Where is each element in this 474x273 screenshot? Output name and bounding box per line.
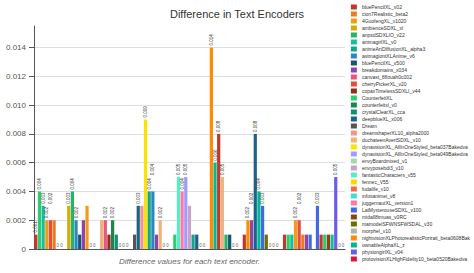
svg-text:0: 0 [163,243,166,248]
svg-text:copaxTimelessSDXLI_v44: copaxTimelessSDXLI_v44 [362,88,421,94]
svg-text:0: 0 [203,243,206,248]
svg-text:0.002: 0.002 [6,216,27,225]
svg-text:0: 0 [338,243,341,248]
svg-text:envyposebdi3_v10: envyposebdi3_v10 [362,165,404,171]
svg-text:0: 0 [269,243,272,248]
svg-text:0.002: 0.002 [103,206,108,218]
svg-text:0.002: 0.002 [110,206,115,218]
svg-text:fudalife_v10: fudalife_v10 [362,186,389,192]
svg-text:0: 0 [22,245,27,254]
svg-text:0: 0 [93,243,96,248]
svg-text:0.004: 0.004 [180,178,185,190]
svg-text:duchateenAvertSDXL_v10: duchateenAvertSDXL_v10 [362,137,421,143]
svg-text:0.005: 0.005 [183,163,188,175]
svg-text:protovisionXLHighFidelity10_be: protovisionXLHighFidelity10_beta0520Bake… [362,256,467,262]
svg-text:0.003: 0.003 [41,192,46,204]
svg-text:LatMysterouseSDXL_v100: LatMysterouseSDXL_v100 [362,207,422,213]
svg-text:0: 0 [199,243,202,248]
svg-text:0.004: 0.004 [37,178,42,190]
svg-text:0.005: 0.005 [176,163,181,175]
svg-text:anpsdSDXLIO_v22: anpsdSDXLIO_v22 [362,32,405,38]
svg-text:0.003: 0.003 [315,192,320,204]
svg-text:0: 0 [119,243,122,248]
svg-text:ambienceSDXL_xl: ambienceSDXL_xl [362,25,403,31]
svg-text:juggernautXL_version1: juggernautXL_version1 [361,200,414,206]
svg-text:0.008: 0.008 [216,120,221,132]
svg-text:0: 0 [166,243,169,248]
svg-text:4GuofengXL_v1020: 4GuofengXL_v1020 [362,18,407,24]
svg-text:Difference values for each tex: Difference values for each text encoder. [119,257,260,266]
svg-text:0.005: 0.005 [220,163,225,175]
svg-text:mamodelSFWNSFWSDAL_v30: mamodelSFWNSFWSDAL_v30 [362,221,433,227]
svg-text:breakdomains_x034: breakdomains_x034 [362,67,407,73]
svg-text:0: 0 [57,243,60,248]
svg-text:bluePencilXL_v02: bluePencilXL_v02 [362,4,402,10]
svg-text:0.005: 0.005 [333,163,338,175]
svg-text:ownableAlphaXL_z: ownableAlphaXL_z [362,242,405,248]
svg-text:0.004: 0.004 [147,178,152,190]
svg-text:0: 0 [89,243,92,248]
svg-text:0.002: 0.002 [297,192,302,204]
svg-text:0: 0 [276,243,279,248]
svg-text:0.004: 0.004 [150,163,155,175]
svg-text:fantasticCharacters_v55: fantasticCharacters_v55 [362,172,416,178]
svg-text:0.009: 0.009 [143,106,148,118]
svg-text:astmagiontXLAnime_v6: astmagiontXLAnime_v6 [362,53,415,59]
svg-text:dynavisionXL_AllInOneStyled_be: dynavisionXL_AllInOneStyled_beta037Baked… [362,144,468,150]
svg-text:0.006: 0.006 [6,158,27,167]
svg-text:0.004: 0.004 [6,187,27,196]
svg-text:0: 0 [126,243,129,248]
svg-text:0: 0 [272,243,275,248]
svg-text:nightvisionXLPhotorealisticPor: nightvisionXLPhotorealisticPortrait_beta… [362,235,471,241]
svg-text:deepblueXL_x006: deepblueXL_x006 [362,116,403,122]
svg-text:0.002: 0.002 [293,206,298,218]
svg-text:0.004: 0.004 [256,178,261,190]
svg-text:Dream: Dream [362,123,377,129]
svg-text:midall8tmuas_v0RC: midall8tmuas_v0RC [362,214,407,220]
svg-text:infosanimei_v8: infosanimei_v8 [362,193,396,199]
svg-text:0: 0 [60,243,63,248]
svg-text:canvast_8flouah0c002: canvast_8flouah0c002 [362,74,412,80]
svg-text:0: 0 [122,243,125,248]
svg-text:0.002: 0.002 [74,206,79,218]
svg-text:0.003: 0.003 [66,192,71,204]
svg-text:0.014: 0.014 [6,43,27,52]
svg-text:0.002: 0.002 [44,206,49,218]
svg-text:0.003: 0.003 [260,192,265,204]
svg-text:fennec_V55: fennec_V55 [362,179,389,185]
svg-text:CounterfeitXL: CounterfeitXL [362,95,393,101]
svg-text:0.002: 0.002 [158,206,163,218]
svg-text:morphel_v10: morphel_v10 [362,228,391,234]
svg-text:physiongirlXL_v04: physiongirlXL_v04 [362,249,403,255]
svg-text:0.001: 0.001 [33,221,38,233]
svg-text:0: 0 [342,243,345,248]
svg-text:envyBoardmixed_v1: envyBoardmixed_v1 [362,158,408,164]
svg-text:0.003: 0.003 [136,192,141,204]
svg-text:0.002: 0.002 [48,192,53,204]
svg-text:0.004: 0.004 [70,178,75,190]
svg-text:0.008: 0.008 [253,120,258,132]
svg-text:dreamshaperXL10_alpha2000: dreamshaperXL10_alpha2000 [362,130,429,136]
svg-text:0.012: 0.012 [6,72,27,81]
svg-text:0.010: 0.010 [6,101,27,110]
svg-text:0.006: 0.006 [213,149,218,161]
svg-text:0: 0 [236,243,239,248]
svg-text:dynavisionXL_AllInOneStyled_be: dynavisionXL_AllInOneStyled_beta049Baked… [362,151,468,157]
svg-text:animeArtDiffusionXL_alpha3: animeArtDiffusionXL_alpha3 [362,46,426,52]
svg-text:0.008: 0.008 [6,129,27,138]
svg-text:0: 0 [232,243,235,248]
svg-text:cion7Realistic_beta2: cion7Realistic_beta2 [362,11,408,17]
svg-text:crystalClearXL_cca: crystalClearXL_cca [362,109,405,115]
svg-text:0.002: 0.002 [245,206,250,218]
svg-text:0.014: 0.014 [209,34,214,46]
svg-text:animagirlXL_v0: animagirlXL_v0 [362,39,397,45]
svg-text:0.002: 0.002 [249,192,254,204]
svg-text:Difference in Text Encoders: Difference in Text Encoders [170,8,305,20]
svg-text:cherryPickerXL_v20: cherryPickerXL_v20 [362,81,407,87]
svg-text:counterfeitxl_v0: counterfeitxl_v0 [362,102,397,108]
svg-text:bluePencilXL_v500: bluePencilXL_v500 [362,60,405,66]
